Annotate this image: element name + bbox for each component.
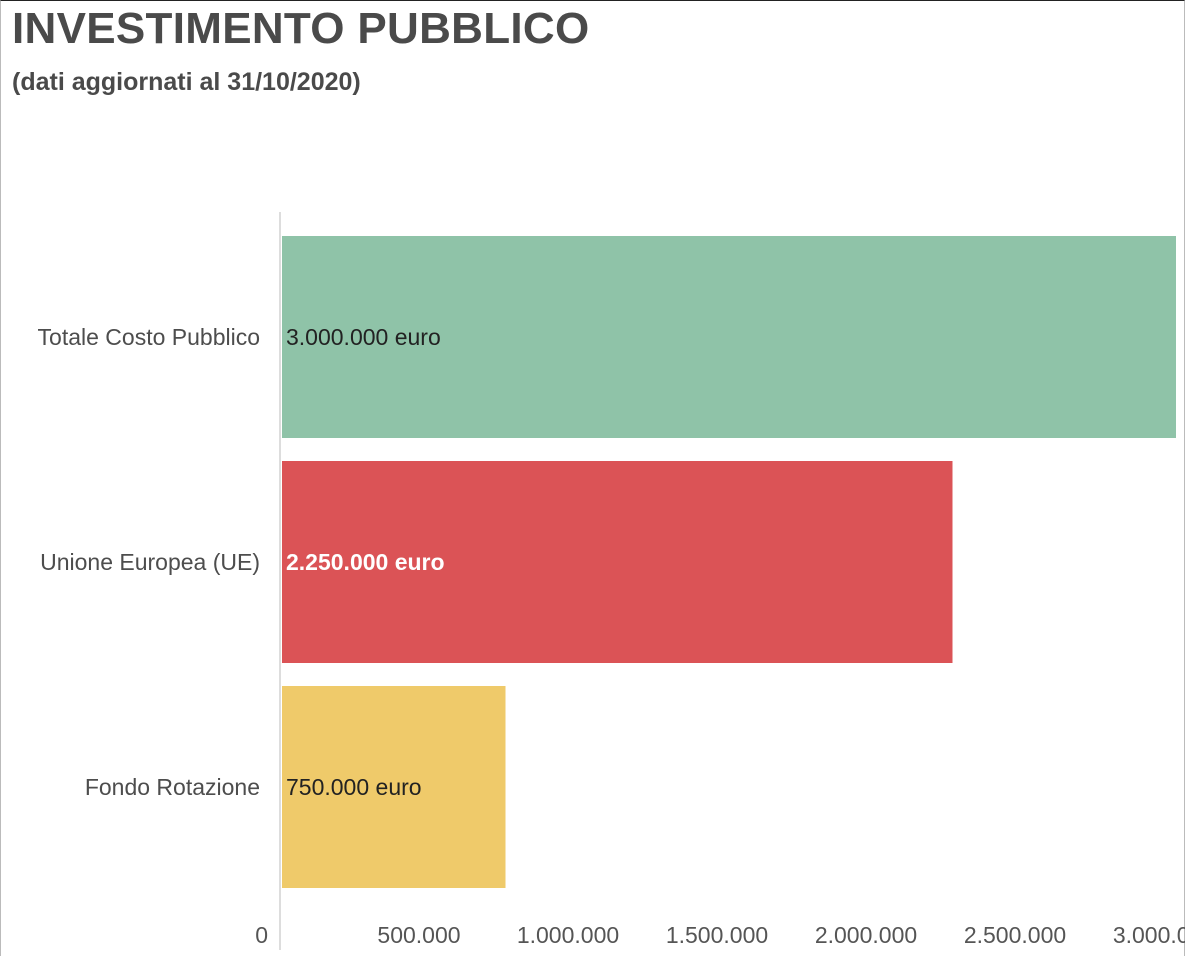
x-tick-label-2: 500.000 — [377, 922, 460, 948]
bar-2 — [282, 461, 953, 663]
x-tick-label-5: 2.000.000 — [815, 922, 917, 948]
x-tick-label-4: 1.500.000 — [666, 922, 768, 948]
category-label-1: Totale Costo Pubblico — [38, 324, 260, 350]
x-tick-label-7: 3.000.000 — [1113, 922, 1185, 948]
chart-subtitle: (dati aggiornati al 31/10/2020) — [12, 68, 361, 96]
bar-1 — [282, 236, 1176, 438]
data-label-3: 750.000 euro — [286, 774, 422, 800]
chart-title: INVESTIMENTO PUBBLICO — [12, 4, 590, 53]
data-label-2: 2.250.000 euro — [286, 549, 445, 575]
x-tick-label-1: 0 — [255, 922, 268, 948]
x-tick-label-6: 2.500.000 — [964, 922, 1066, 948]
x-tick-label-3: 1.000.000 — [517, 922, 619, 948]
category-label-3: Fondo Rotazione — [85, 774, 260, 800]
category-label-2: Unione Europea (UE) — [40, 549, 260, 575]
bar-3 — [282, 686, 506, 888]
data-label-1: 3.000.000 euro — [286, 324, 441, 350]
